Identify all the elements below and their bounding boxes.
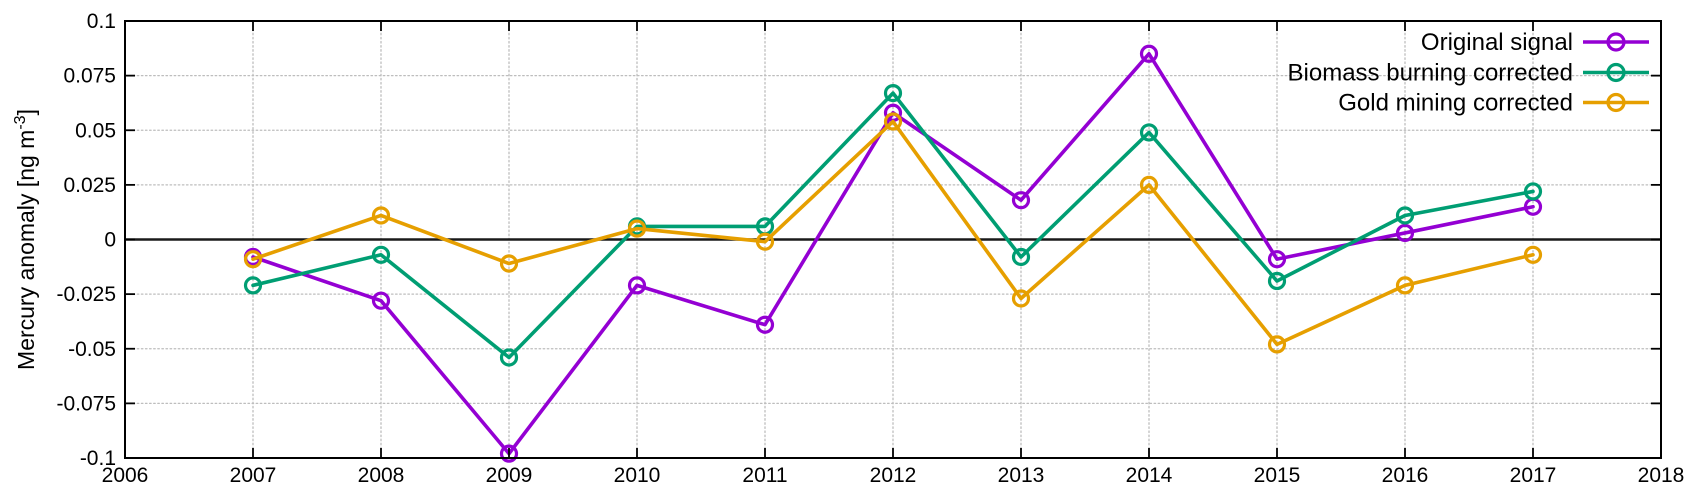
data-point-gold-mining-corrected-2008 — [371, 206, 391, 225]
series-line-biomass-burning-corrected — [251, 91, 1535, 360]
series-biomass-burning-corrected — [243, 84, 1543, 367]
y-tick-label: -0.05 — [68, 338, 116, 361]
data-point-gold-mining-corrected-2010 — [627, 219, 647, 238]
data-point-original-signal-2013 — [1011, 191, 1031, 210]
legend-label-gold-mining-corrected: Gold mining corrected — [1338, 90, 1573, 117]
data-point-biomass-burning-corrected-2013 — [1011, 247, 1031, 267]
legend: Original signal Biomass burning corrected… — [1288, 29, 1649, 117]
data-point-gold-mining-corrected-2013 — [1011, 289, 1031, 308]
y-tick-label: 0.075 — [63, 65, 116, 88]
data-point-original-signal-2015 — [1267, 250, 1287, 269]
x-tick-label: 2009 — [486, 464, 533, 487]
data-point-gold-mining-corrected-2007 — [243, 250, 263, 269]
y-tick-label: -0.1 — [80, 447, 116, 470]
data-point-original-signal-2010 — [627, 276, 647, 295]
x-tick-label: 2015 — [1254, 464, 1301, 487]
y-tick-label: -0.075 — [56, 392, 116, 415]
y-tick-label: 0.1 — [87, 10, 116, 33]
data-point-biomass-burning-corrected-2015 — [1267, 271, 1287, 291]
data-point-biomass-burning-corrected-2009 — [499, 348, 519, 367]
x-tick-label: 2007 — [230, 464, 277, 487]
x-tick-label: 2012 — [870, 464, 917, 487]
x-tick-label: 2017 — [1510, 464, 1557, 487]
y-tick-label: 0 — [104, 229, 116, 252]
legend-sample-marker-original-signal — [1606, 32, 1626, 52]
legend-label-biomass-burning-corrected: Biomass burning corrected — [1288, 60, 1573, 87]
data-point-gold-mining-corrected-2015 — [1267, 335, 1287, 354]
x-tick-label: 2018 — [1638, 464, 1685, 487]
series-gold-mining-corrected — [243, 112, 1543, 354]
y-tick-label: -0.025 — [56, 283, 116, 306]
data-point-biomass-burning-corrected-2017 — [1523, 182, 1543, 201]
y-tick-labels: 0.1 0.075 0.05 0.025 0 -0.025 -0.05 -0.075 -0.1 — [56, 10, 116, 470]
data-point-biomass-burning-corrected-2007 — [243, 276, 263, 295]
x-tick-label: 2016 — [1382, 464, 1429, 487]
data-point-gold-mining-corrected-2014 — [1139, 175, 1159, 194]
x-tick-label: 2014 — [1126, 464, 1173, 487]
series-line-gold-mining-corrected — [251, 119, 1535, 347]
x-tick-label: 2011 — [742, 464, 787, 487]
x-tick-labels: 2006 2007 2008 2009 2010 2011 2012 2013 2014 2015… — [102, 464, 1685, 487]
x-tick-label: 2006 — [102, 464, 149, 487]
legend-label-original-signal: Original signal — [1421, 29, 1573, 56]
y-axis-title: Mercury anomaly [ng m-3] — [12, 109, 39, 370]
data-point-biomass-burning-corrected-2016 — [1395, 206, 1415, 225]
data-point-gold-mining-corrected-2017 — [1523, 245, 1543, 264]
data-point-original-signal-2009 — [499, 444, 519, 463]
x-tick-label: 2013 — [998, 464, 1045, 487]
data-point-original-signal-2011 — [755, 315, 775, 334]
y-tick-label: 0.025 — [63, 174, 116, 197]
x-tick-label: 2008 — [358, 464, 405, 487]
data-point-gold-mining-corrected-2011 — [755, 232, 775, 251]
data-point-biomass-burning-corrected-2014 — [1139, 123, 1159, 142]
legend-sample-marker-biomass-burning-corrected — [1606, 62, 1626, 83]
data-point-gold-mining-corrected-2016 — [1395, 276, 1415, 295]
y-tick-label: 0.05 — [75, 119, 116, 142]
data-point-biomass-burning-corrected-2008 — [371, 245, 391, 264]
axis-ticks — [124, 20, 1662, 459]
data-point-gold-mining-corrected-2012 — [883, 112, 903, 131]
data-point-gold-mining-corrected-2009 — [499, 254, 519, 273]
data-point-original-signal-2014 — [1139, 44, 1159, 63]
data-point-biomass-burning-corrected-2012 — [883, 84, 903, 103]
x-tick-label: 2010 — [614, 464, 661, 487]
data-point-original-signal-2008 — [371, 291, 391, 310]
legend-sample-marker-gold-mining-corrected — [1606, 92, 1626, 113]
data-point-original-signal-2016 — [1395, 223, 1415, 243]
